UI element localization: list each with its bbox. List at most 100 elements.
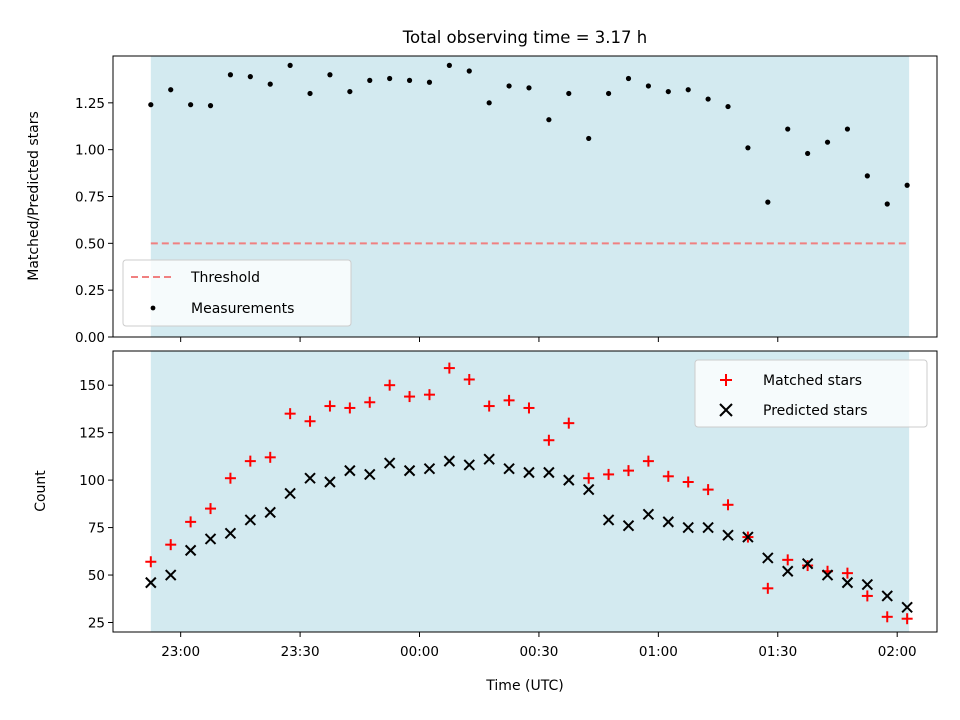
- matched-star-point: [384, 379, 396, 391]
- matched-star-point: [642, 455, 654, 467]
- matched-star-point: [224, 472, 236, 484]
- matched-star-point: [324, 400, 336, 412]
- predicted-star-point: [423, 463, 436, 475]
- measurement-point: [327, 72, 333, 78]
- matched-legend-icon: [720, 374, 732, 386]
- predicted-star-point: [782, 565, 794, 577]
- matched-star-point: [722, 499, 734, 511]
- measurement-point: [884, 201, 890, 207]
- predicted-star-point: [403, 464, 416, 477]
- measurement-point: [188, 102, 194, 108]
- predicted-star-point: [204, 533, 217, 545]
- matched-star-point: [483, 400, 495, 412]
- measurement-point: [785, 126, 791, 132]
- predicted-star-point: [742, 531, 754, 543]
- measurement-point: [745, 145, 751, 151]
- matched-star-point: [264, 451, 276, 463]
- predicted-star-point: [264, 506, 276, 519]
- matched-star-point: [563, 417, 575, 429]
- bot-ytick-label: 75: [88, 521, 105, 537]
- predicted-star-point: [165, 569, 177, 581]
- matched-star-point: [802, 560, 814, 572]
- predicted-star-point: [861, 578, 874, 591]
- measurement-point: [665, 88, 671, 95]
- top-ytick-label: 0.50: [75, 236, 105, 252]
- measurement-point: [287, 62, 293, 68]
- predicted-star-point: [304, 472, 316, 484]
- top-ytick-label: 1.25: [75, 96, 105, 112]
- matched-star-point: [702, 484, 714, 496]
- top-legend: Threshold Measurements: [122, 259, 352, 327]
- bot-ytick-label: 100: [79, 473, 105, 489]
- bottom-legend-box: [694, 359, 928, 428]
- measurement-point: [506, 83, 512, 89]
- matched-star-point: [423, 389, 435, 401]
- measurement-point: [446, 62, 452, 68]
- matched-star-point: [782, 554, 794, 566]
- top-legend-box: [122, 259, 352, 327]
- measurement-point: [267, 81, 273, 87]
- predicted-star-point: [324, 476, 336, 488]
- predicted-star-point: [224, 527, 237, 539]
- measurement-point: [805, 150, 811, 157]
- bot-ytick-label: 50: [88, 568, 105, 584]
- bot-xtick-label: 02:00: [878, 644, 917, 660]
- top-y-axis-title: Matched/Predicted stars: [26, 111, 42, 281]
- measurement-point: [844, 126, 851, 132]
- measurement-point: [705, 96, 711, 102]
- predicted-star-point: [503, 463, 515, 475]
- matched-star-point: [503, 394, 515, 406]
- predicted-star-point: [383, 457, 396, 469]
- bottom-panel: 23:00 23:30 00:00 00:30 01:00 01:30 02:00 25 50…: [33, 350, 938, 694]
- measurements-legend-label: Measurements: [191, 301, 294, 317]
- bottom-y-axis-title: Count: [33, 470, 49, 512]
- measurement-point: [904, 182, 910, 188]
- top-ytick-label: 0.25: [75, 283, 105, 299]
- predicted-star-point: [582, 483, 595, 496]
- top-panel: 0.00 0.25 0.50 0.75 1.00 1.25 Matched/Predict…: [26, 55, 938, 346]
- matched-star-point: [205, 503, 217, 515]
- predicted-star-point: [543, 466, 555, 479]
- matched-star-point: [463, 373, 475, 385]
- predicted-star-point: [483, 453, 495, 465]
- matched-star-point: [662, 470, 674, 482]
- matched-star-point: [443, 362, 455, 374]
- measurement-point: [685, 87, 691, 93]
- predicted-star-point: [682, 521, 694, 534]
- matched-star-point: [364, 396, 376, 408]
- predicted-star-point: [881, 590, 893, 602]
- measurement-point: [148, 102, 154, 108]
- predicted-star-point: [523, 466, 535, 479]
- bottom-x-axis-title: Time (UTC): [485, 678, 563, 694]
- measurement-point: [546, 117, 552, 123]
- bot-xtick-label: 00:00: [400, 644, 439, 660]
- predicted-legend-label: Predicted stars: [763, 403, 868, 419]
- bottom-plot-frame: [112, 350, 938, 633]
- measurement-point: [526, 85, 532, 91]
- measurement-point: [347, 88, 353, 95]
- chart-title: Total observing time = 3.17 h: [402, 28, 647, 47]
- matched-star-point: [583, 472, 595, 484]
- predicted-star-point: [145, 576, 157, 589]
- matched-star-point: [603, 468, 615, 480]
- measurement-point: [168, 87, 174, 93]
- matched-star-point: [185, 516, 197, 528]
- measurement-point: [725, 103, 731, 110]
- predicted-star-point: [344, 464, 356, 477]
- matched-legend-label: Matched stars: [763, 373, 862, 389]
- measurement-point: [406, 77, 413, 83]
- predicted-star-point: [801, 557, 814, 570]
- measurement-point: [367, 77, 373, 83]
- bot-xtick-label: 00:30: [519, 644, 558, 660]
- predicted-star-point: [821, 569, 834, 581]
- predicted-star-point: [622, 519, 635, 532]
- bot-ytick-label: 150: [79, 378, 105, 394]
- top-ytick-label: 1.00: [75, 143, 105, 159]
- predicted-star-point: [901, 601, 913, 614]
- measurement-point: [207, 103, 214, 109]
- measurement-point: [387, 75, 393, 82]
- predicted-star-point: [364, 468, 376, 481]
- matched-star-point: [841, 567, 853, 579]
- matched-star-point: [861, 590, 873, 602]
